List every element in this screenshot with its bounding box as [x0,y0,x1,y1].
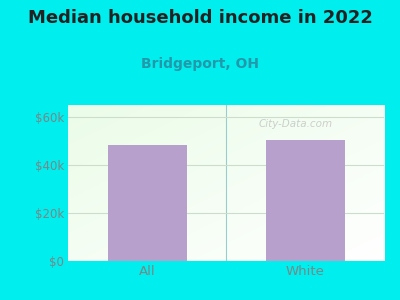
Text: Median household income in 2022: Median household income in 2022 [28,9,372,27]
Bar [108,145,186,261]
Text: City-Data.com: City-Data.com [258,119,332,129]
Bar [266,140,344,261]
Text: Bridgeport, OH: Bridgeport, OH [141,57,259,71]
